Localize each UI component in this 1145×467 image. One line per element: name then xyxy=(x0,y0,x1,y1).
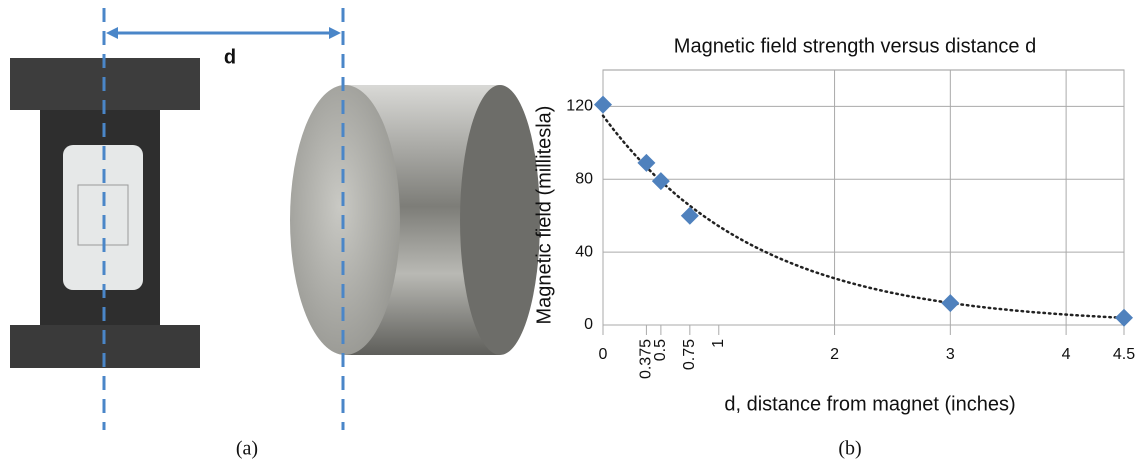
y-tick-label: 120 xyxy=(566,98,593,115)
x-tick-label: 4.5 xyxy=(1113,346,1135,363)
photo: d xyxy=(10,8,540,430)
data-point xyxy=(941,294,959,312)
trendline xyxy=(603,116,1124,318)
data-point xyxy=(637,154,655,172)
x-axis-label: d, distance from magnet (inches) xyxy=(724,393,1015,415)
chart-title: Magnetic field strength versus distance … xyxy=(674,35,1036,57)
y-tick-label: 40 xyxy=(575,243,593,260)
magnet-face xyxy=(290,85,400,355)
panel-label: (b) xyxy=(838,438,861,460)
y-tick-label: 0 xyxy=(584,316,593,333)
x-tick-label: 4 xyxy=(1062,346,1071,363)
y-axis-label: Magnetic field (millitesla) xyxy=(533,106,555,325)
x-tick-label: 1 xyxy=(710,339,727,348)
x-tick-label: 0 xyxy=(599,346,608,363)
x-tick-label: 0.5 xyxy=(652,339,669,361)
magnet-edge xyxy=(460,85,540,355)
x-tick-label: 0.75 xyxy=(681,339,698,370)
y-tick-label: 80 xyxy=(575,171,593,188)
data-point xyxy=(1115,309,1133,327)
panel-label: (a) xyxy=(236,438,258,460)
data-point xyxy=(594,96,612,114)
x-tick-label: 3 xyxy=(946,346,955,363)
figure: d (a) (b) Magnetic field strength versus… xyxy=(0,0,1145,467)
x-tick-label: 2 xyxy=(830,346,839,363)
distance-label: d xyxy=(224,46,236,68)
